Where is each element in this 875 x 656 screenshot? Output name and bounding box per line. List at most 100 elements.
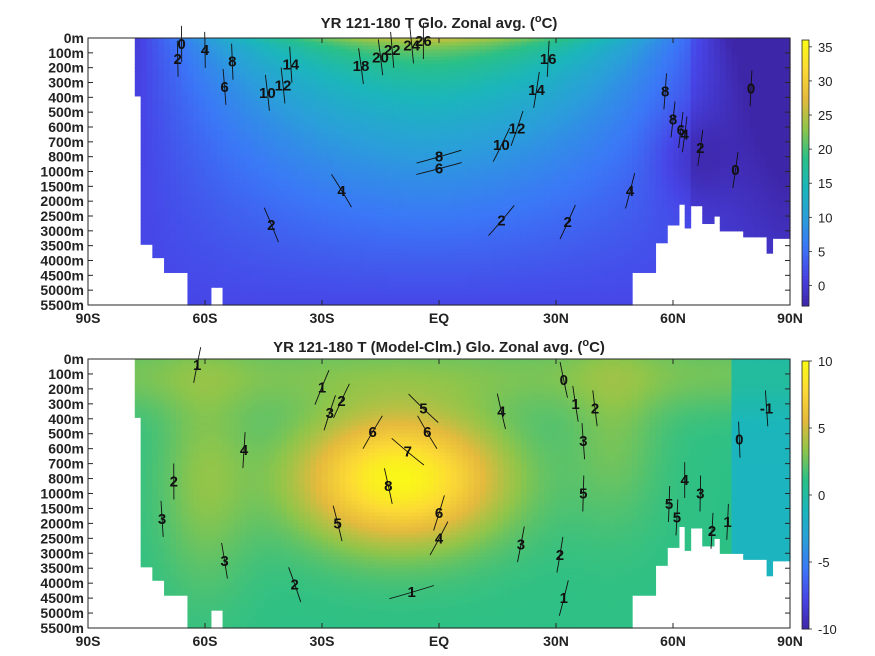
heatmap-cell xyxy=(427,260,434,265)
heatmap-cell xyxy=(538,245,545,250)
heatmap-cell xyxy=(193,260,200,265)
heatmap-cell xyxy=(134,56,142,61)
heatmap-cell xyxy=(316,56,323,61)
heatmap-cell xyxy=(497,141,504,147)
heatmap-cell xyxy=(368,297,376,302)
heatmap-cell xyxy=(333,119,341,124)
heatmap-cell xyxy=(228,145,235,150)
heatmap-cell xyxy=(286,282,294,288)
heatmap-cell xyxy=(316,67,323,72)
heatmap-cell xyxy=(421,138,428,143)
heatmap-cell xyxy=(240,227,247,232)
heatmap-cell xyxy=(333,212,341,217)
heatmap-cell xyxy=(322,49,329,54)
heatmap-cell xyxy=(333,145,341,150)
heatmap-cell xyxy=(427,186,434,191)
heatmap-cell xyxy=(380,290,387,295)
heatmap-cell xyxy=(362,178,370,184)
heatmap-cell xyxy=(281,279,288,284)
heatmap-cell xyxy=(403,171,411,176)
heatmap-cell xyxy=(503,256,510,262)
heatmap-cell xyxy=(374,112,382,117)
heatmap-cell xyxy=(526,63,534,69)
heatmap-cell xyxy=(199,78,206,84)
heatmap-cell xyxy=(392,93,399,98)
heatmap-cell xyxy=(398,130,405,136)
heatmap-cell xyxy=(199,52,206,58)
heatmap-cell xyxy=(433,86,440,91)
heatmap-cell xyxy=(456,178,463,184)
heatmap-cell xyxy=(281,178,288,184)
heatmap-cell xyxy=(392,178,399,184)
heatmap-cell xyxy=(298,275,306,280)
heatmap-cell xyxy=(456,223,463,228)
heatmap-cell xyxy=(339,108,346,113)
heatmap-cell xyxy=(269,241,276,247)
heatmap-cell xyxy=(427,201,434,206)
heatmap-cell xyxy=(462,249,469,254)
heatmap-cell xyxy=(169,249,177,254)
heatmap-cell xyxy=(240,156,247,161)
heatmap-cell xyxy=(415,108,423,113)
heatmap-cell xyxy=(234,41,241,47)
heatmap-cell xyxy=(140,241,148,245)
heatmap-cell xyxy=(509,130,516,136)
heatmap-cell xyxy=(357,119,364,124)
heatmap-cell xyxy=(450,286,458,291)
heatmap-cell xyxy=(175,212,183,217)
heatmap-cell xyxy=(479,216,487,221)
heatmap-cell xyxy=(544,208,551,213)
heatmap-cell xyxy=(169,238,177,243)
heatmap-cell xyxy=(544,223,551,228)
heatmap-cell xyxy=(175,60,183,65)
heatmap-cell xyxy=(193,123,200,128)
heatmap-cell xyxy=(538,89,545,95)
heatmap-cell xyxy=(450,253,458,258)
heatmap-cell xyxy=(403,152,411,158)
heatmap-cell xyxy=(193,271,200,276)
heatmap-cell xyxy=(491,267,499,273)
heatmap-cell xyxy=(339,216,346,221)
heatmap-cell xyxy=(368,241,376,247)
heatmap-cell xyxy=(169,193,177,199)
heatmap-cell xyxy=(380,253,387,258)
heatmap-cell xyxy=(199,41,206,47)
heatmap-cell xyxy=(468,134,475,139)
heatmap-cell xyxy=(240,119,247,124)
heatmap-cell xyxy=(357,38,364,43)
heatmap-cell xyxy=(216,93,224,98)
heatmap-cell xyxy=(263,41,270,47)
heatmap-cell xyxy=(485,230,493,236)
heatmap-cell xyxy=(421,123,428,128)
heatmap-cell xyxy=(392,134,399,139)
heatmap-cell xyxy=(456,271,463,276)
heatmap-cell xyxy=(479,145,487,150)
heatmap-cell xyxy=(468,238,475,243)
heatmap-cell xyxy=(327,256,335,262)
heatmap-cell xyxy=(415,134,423,139)
heatmap-cell xyxy=(409,101,417,106)
heatmap-cell xyxy=(327,60,335,65)
heatmap-cell xyxy=(468,49,475,54)
heatmap-cell xyxy=(339,78,346,84)
heatmap-cell xyxy=(322,245,329,250)
heatmap-cell xyxy=(544,219,551,225)
heatmap-cell xyxy=(468,149,475,154)
heatmap-cell xyxy=(409,127,417,132)
heatmap-cell xyxy=(515,63,522,69)
heatmap-cell xyxy=(292,178,300,184)
heatmap-cell xyxy=(310,160,317,165)
heatmap-cell xyxy=(286,119,294,124)
heatmap-cell xyxy=(439,149,446,154)
heatmap-cell xyxy=(222,108,229,113)
heatmap-cell xyxy=(357,149,364,154)
heatmap-cell xyxy=(520,78,528,84)
heatmap-cell xyxy=(439,101,446,106)
heatmap-cell xyxy=(468,86,475,91)
heatmap-cell xyxy=(216,108,224,113)
heatmap-cell xyxy=(491,241,499,247)
heatmap-cell xyxy=(509,156,516,161)
heatmap-cell xyxy=(550,93,557,98)
heatmap-cell xyxy=(421,160,428,165)
heatmap-cell xyxy=(281,282,288,288)
